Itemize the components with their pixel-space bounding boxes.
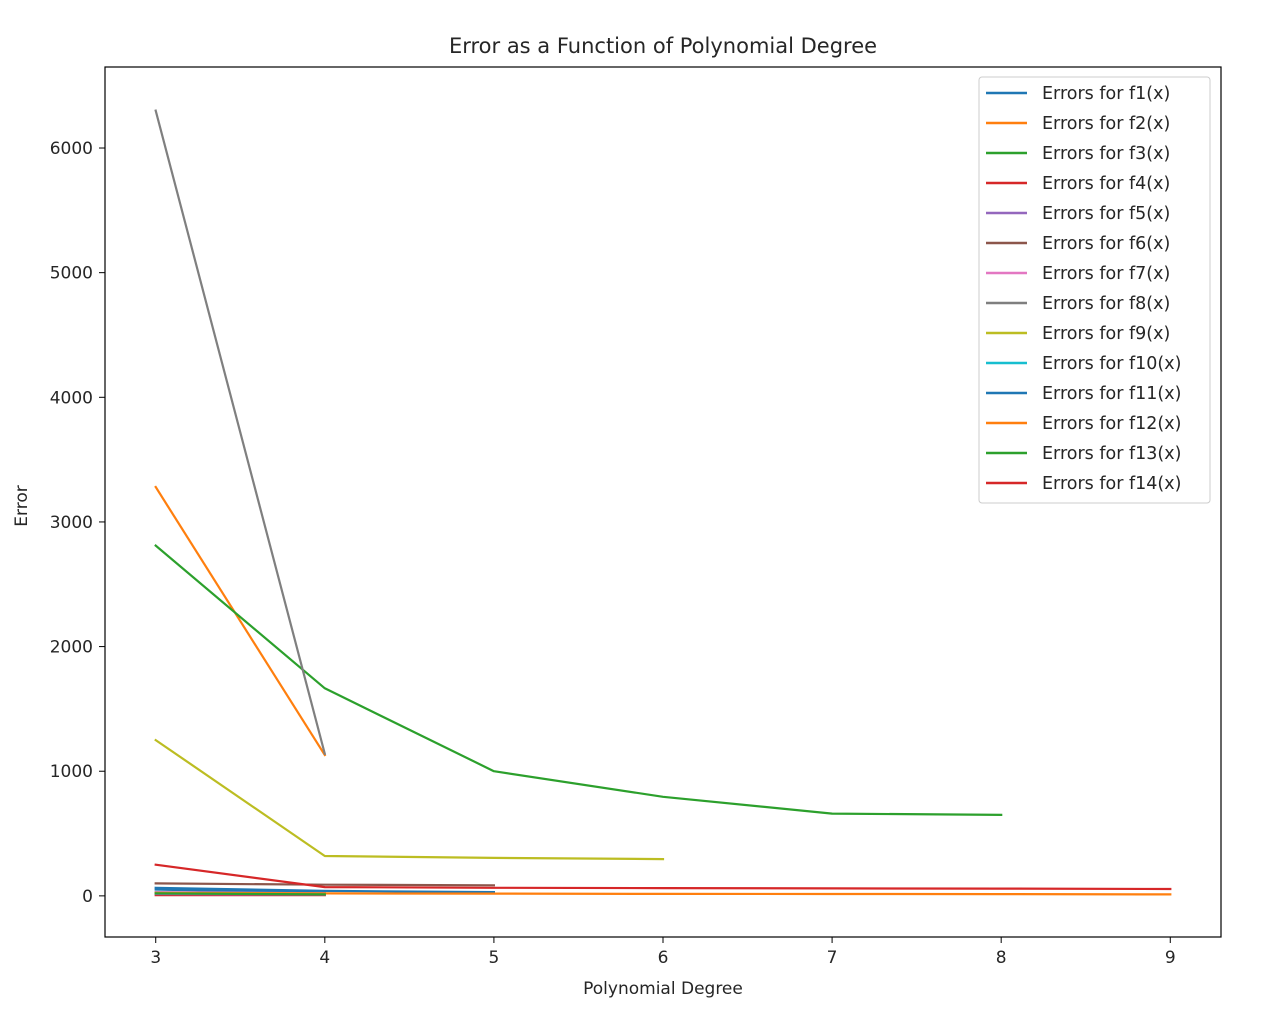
x-axis: 3 4 5 6 7 8 9 bbox=[150, 937, 1176, 968]
y-tick-label: 3000 bbox=[50, 513, 93, 533]
y-tick-label: 0 bbox=[82, 887, 93, 907]
chart-title: Error as a Function of Polynomial Degree bbox=[449, 34, 877, 58]
legend-label-f7: Errors for f7(x) bbox=[1042, 264, 1170, 284]
series-layer bbox=[154, 109, 1172, 897]
series-line-f14 bbox=[154, 863, 1172, 891]
x-tick-label: 6 bbox=[658, 948, 669, 968]
y-axis-label: Error bbox=[12, 485, 32, 526]
legend-label-f5: Errors for f5(x) bbox=[1042, 204, 1170, 224]
legend-label-f1: Errors for f1(x) bbox=[1042, 84, 1170, 104]
legend-label-f11: Errors for f11(x) bbox=[1042, 384, 1181, 404]
legend-label-f4: Errors for f4(x) bbox=[1042, 174, 1170, 194]
legend-label-f9: Errors for f9(x) bbox=[1042, 324, 1170, 344]
legend-label-f10: Errors for f10(x) bbox=[1042, 354, 1181, 374]
series-line-f3 bbox=[154, 544, 1003, 817]
x-axis-label: Polynomial Degree bbox=[583, 979, 743, 999]
y-tick-label: 5000 bbox=[50, 264, 93, 284]
series-line-f8 bbox=[154, 109, 327, 756]
legend-label-f3: Errors for f3(x) bbox=[1042, 144, 1170, 164]
legend-label-f2: Errors for f2(x) bbox=[1042, 114, 1170, 134]
legend-box bbox=[978, 76, 1211, 504]
legend-label-f12: Errors for f12(x) bbox=[1042, 414, 1181, 434]
x-tick-label: 8 bbox=[996, 948, 1007, 968]
y-tick-label: 1000 bbox=[50, 762, 93, 782]
y-tick-label: 6000 bbox=[50, 139, 93, 159]
legend-label-f8: Errors for f8(x) bbox=[1042, 294, 1170, 314]
y-tick-label: 2000 bbox=[50, 638, 93, 658]
series-line-f11 bbox=[154, 886, 496, 894]
x-tick-label: 9 bbox=[1165, 948, 1176, 968]
x-tick-label: 5 bbox=[488, 948, 499, 968]
legend-entries: Errors for f1(x) Errors for f2(x) Errors f… bbox=[986, 84, 1181, 494]
y-axis: 0 1000 2000 3000 4000 5000 6000 bbox=[50, 139, 105, 907]
series-line-f13 bbox=[154, 892, 326, 896]
x-tick-label: 4 bbox=[319, 948, 330, 968]
legend-label-f14: Errors for f14(x) bbox=[1042, 474, 1181, 494]
legend-label-f6: Errors for f6(x) bbox=[1042, 234, 1170, 254]
x-tick-label: 7 bbox=[827, 948, 838, 968]
legend: Errors for f1(x) Errors for f2(x) Errors f… bbox=[978, 76, 1211, 504]
series-line-f9 bbox=[154, 738, 665, 861]
x-tick-label: 3 bbox=[150, 948, 161, 968]
series-line-f6 bbox=[154, 882, 496, 887]
series-line-f2 bbox=[154, 485, 327, 757]
y-tick-label: 4000 bbox=[50, 388, 93, 408]
legend-label-f13: Errors for f13(x) bbox=[1042, 444, 1181, 464]
